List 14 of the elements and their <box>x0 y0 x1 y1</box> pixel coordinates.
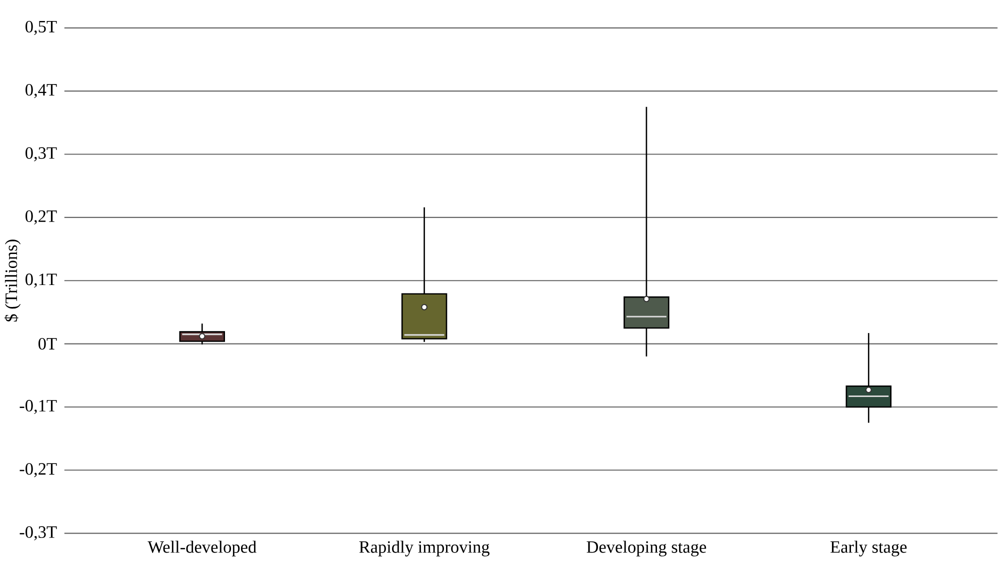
y-tick-label: -0,2T <box>20 462 57 478</box>
y-tick-label: 0,4T <box>26 84 57 98</box>
y-tick-label: 0,2T <box>26 210 57 224</box>
x-tick-label: Well-developed <box>148 540 256 556</box>
y-tick-label: 0T <box>38 338 57 350</box>
y-tick-label: -0,1T <box>20 400 57 414</box>
x-tick-label: Developing stage <box>586 540 706 556</box>
y-axis-title: $ (Trillions) <box>4 240 21 322</box>
y-tick-label: 0,3T <box>26 147 57 162</box>
x-tick-label: Early stage <box>830 540 907 556</box>
y-tick-label: -0,3T <box>20 526 57 540</box>
x-tick-label: Rapidly improving <box>359 540 490 556</box>
y-tick-label: 0,1T <box>26 273 57 288</box>
y-tick-label: 0,5T <box>26 20 57 35</box>
